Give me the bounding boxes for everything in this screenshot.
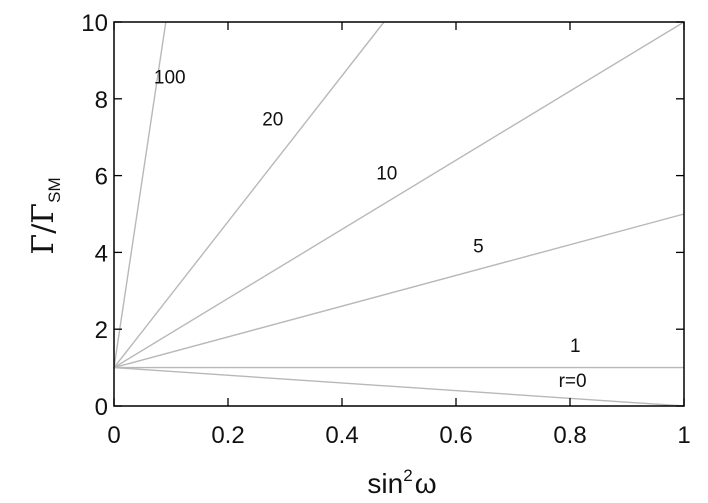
y-tick-label-3: 6 xyxy=(95,164,108,191)
x-axis-title-base: sin xyxy=(367,468,403,499)
series-label-1: 1 xyxy=(570,336,581,357)
axis-ticks xyxy=(113,21,685,407)
series-label-3: 10 xyxy=(376,163,397,184)
series-lines xyxy=(113,21,685,407)
series-line-5 xyxy=(113,21,167,368)
x-tick-label-5: 1 xyxy=(677,422,690,449)
y-axis-title-subscript: SM xyxy=(45,177,64,203)
y-tick-labels: 0 2 4 6 8 10 xyxy=(81,10,108,421)
x-tick-label-0: 0 xyxy=(107,422,120,449)
series-label-4: 20 xyxy=(262,110,283,131)
y-tick-label-4: 8 xyxy=(95,87,108,114)
x-tick-labels: 0 0.2 0.4 0.6 0.8 1 xyxy=(107,422,690,449)
plot-frame xyxy=(113,21,685,407)
x-tick-label-2: 0.4 xyxy=(325,422,358,449)
series-label-5: 100 xyxy=(154,67,186,88)
y-tick-label-5: 10 xyxy=(81,10,108,37)
y-tick-label-1: 2 xyxy=(95,317,108,344)
y-tick-label-0: 0 xyxy=(95,394,108,421)
y-axis-title-main: Γ/Γ xyxy=(26,203,61,255)
y-tick-label-2: 4 xyxy=(95,240,108,267)
x-tick-label-1: 0.2 xyxy=(211,422,244,449)
series-labels: r=0 1 5 10 20 100 xyxy=(154,67,587,391)
series-line-4 xyxy=(113,21,385,369)
series-label-0: r=0 xyxy=(559,371,587,392)
x-axis-title: sin2ω xyxy=(367,466,436,499)
x-axis-title-superscript: 2 xyxy=(403,466,412,485)
y-axis-title: Γ/ΓSM xyxy=(26,177,64,254)
x-tick-label-3: 0.6 xyxy=(439,422,472,449)
series-line-0 xyxy=(113,366,685,407)
series-line-2 xyxy=(113,213,685,369)
x-axis-title-symbol: ω xyxy=(415,468,437,499)
series-label-2: 5 xyxy=(473,236,484,257)
series-line-3 xyxy=(113,21,685,369)
x-tick-label-4: 0.8 xyxy=(553,422,586,449)
